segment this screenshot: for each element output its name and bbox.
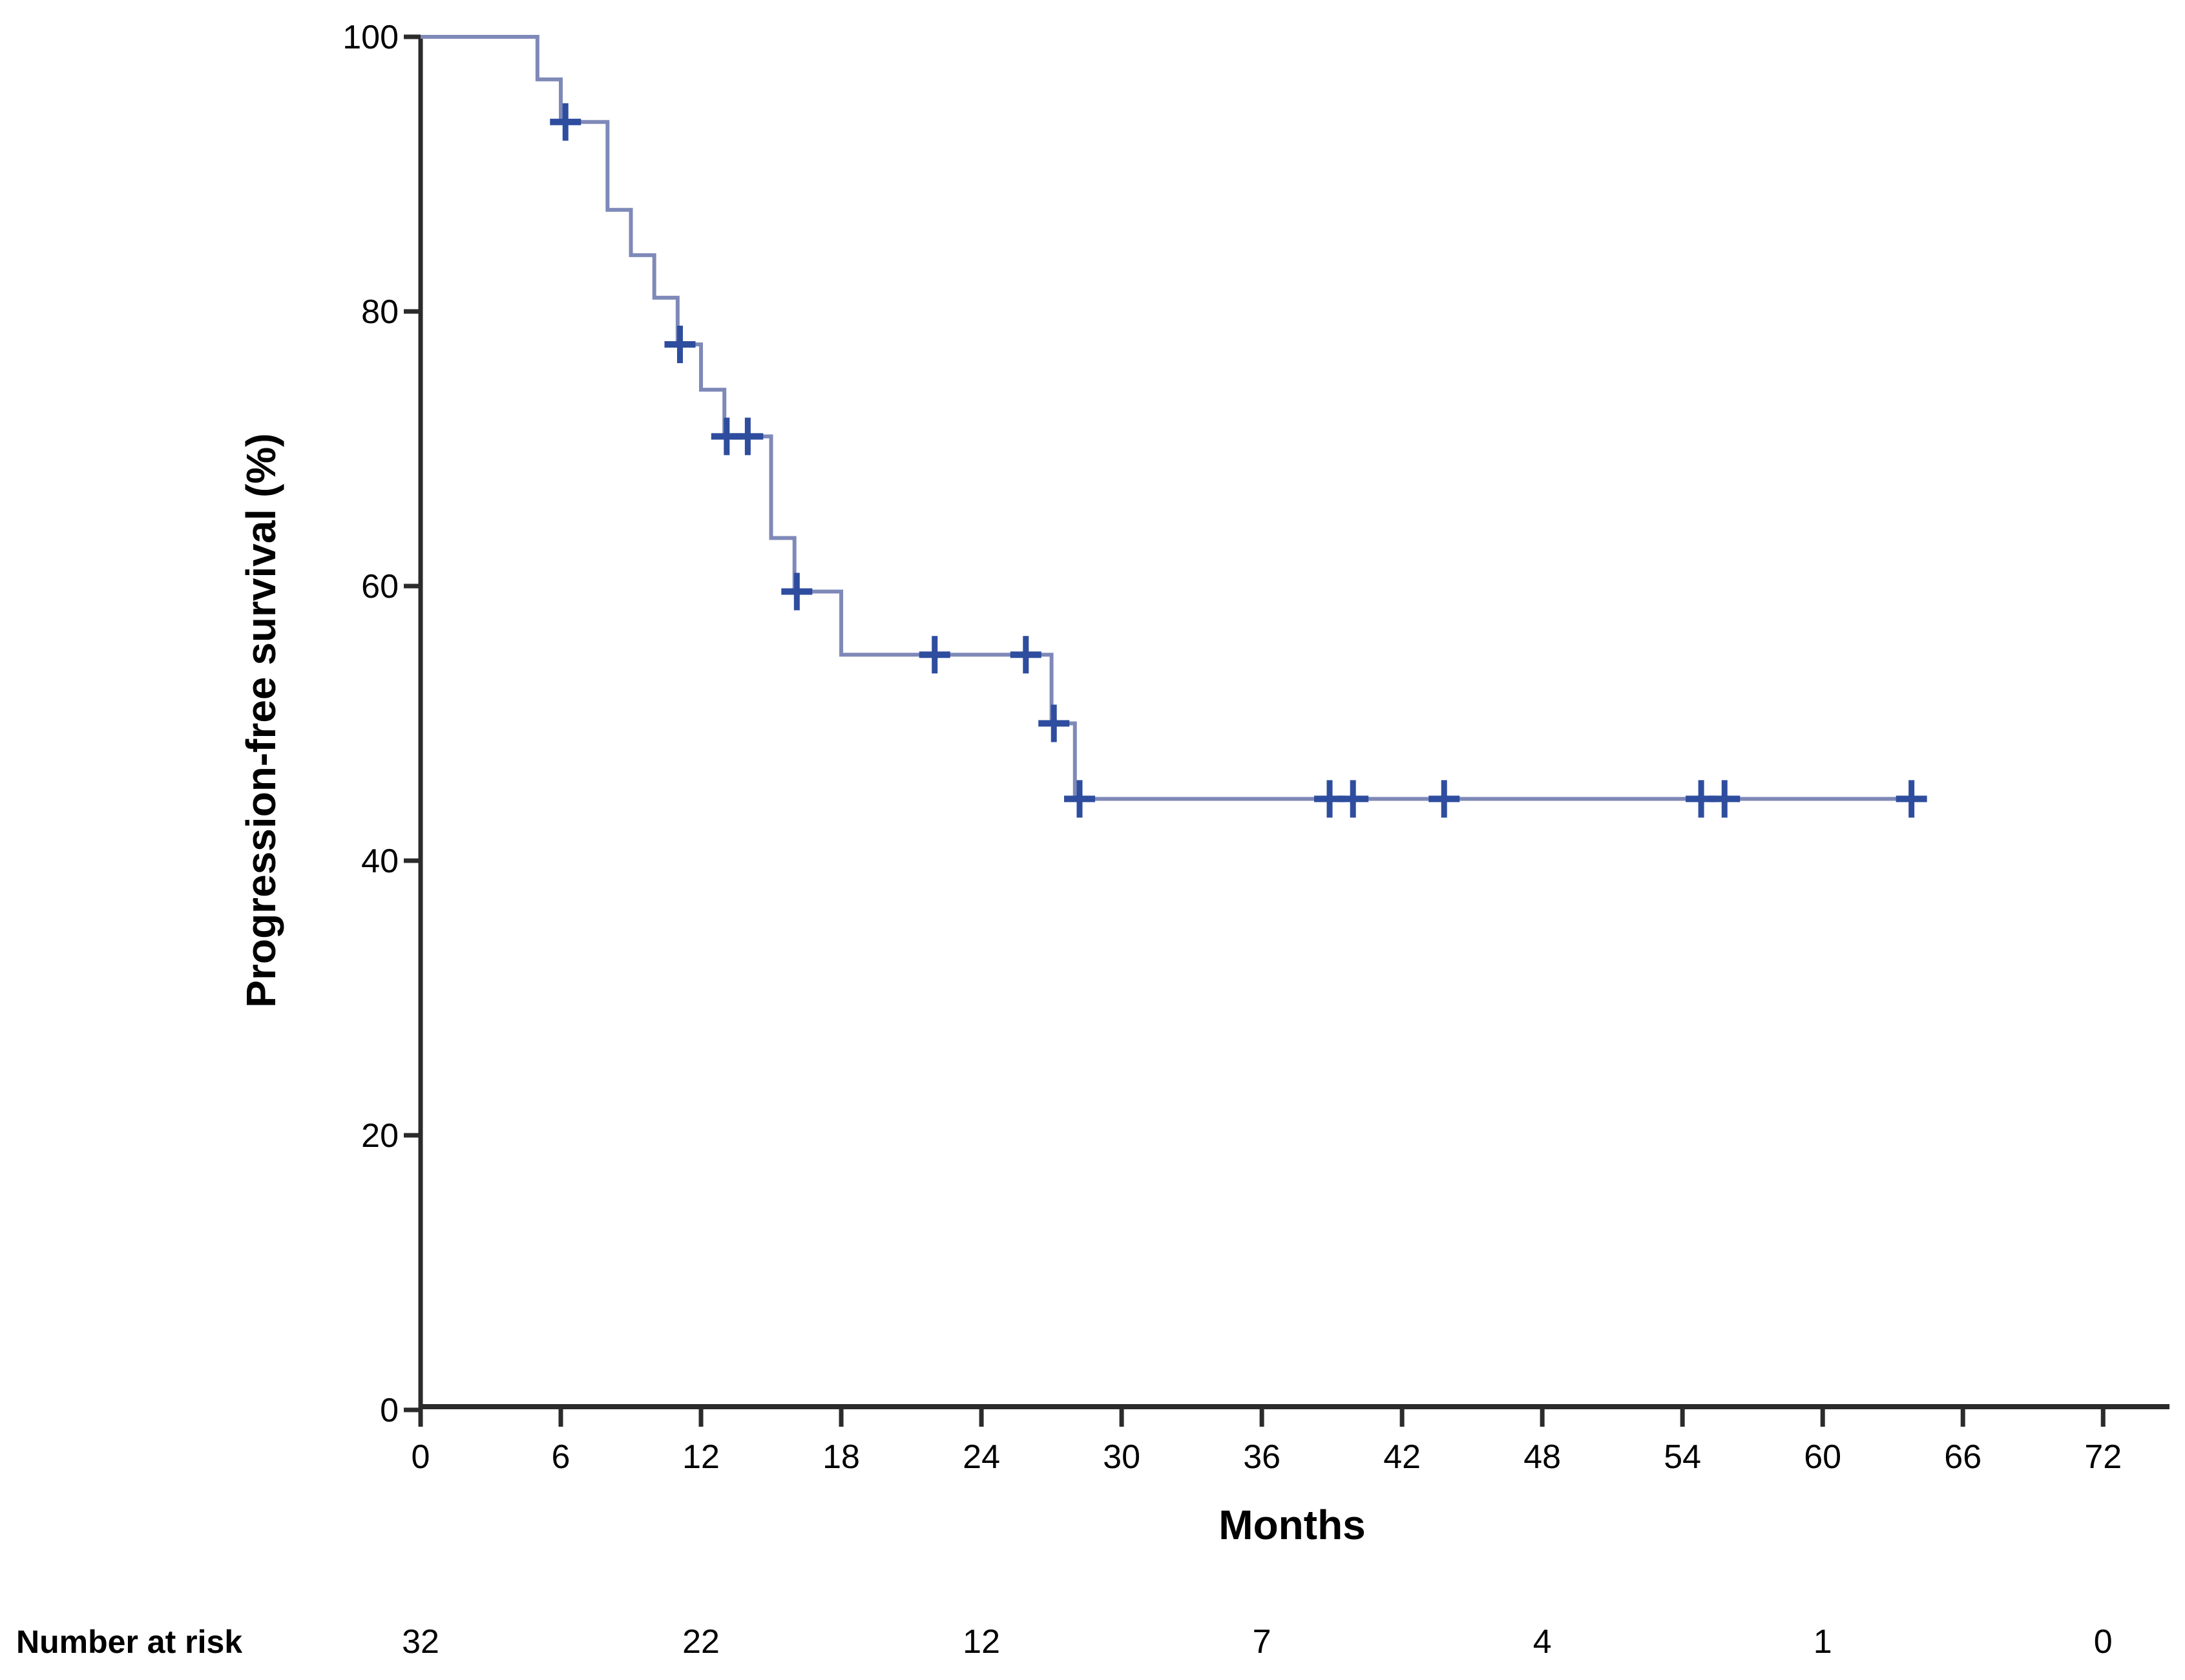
x-tick-label: 36 — [1243, 1438, 1281, 1476]
y-tick-label: 80 — [361, 293, 399, 331]
x-tick-label: 30 — [1103, 1438, 1140, 1476]
risk-value: 22 — [682, 1623, 720, 1661]
censor-plus-mark — [664, 326, 696, 363]
axis-ticks — [404, 34, 2106, 1427]
risk-value: 32 — [402, 1623, 439, 1661]
risk-value: 7 — [1253, 1623, 1271, 1661]
censor-plus-mark — [1063, 780, 1095, 818]
x-tick-label: 42 — [1383, 1438, 1421, 1476]
x-tick-label: 72 — [2084, 1438, 2122, 1476]
y-tick-label: 0 — [380, 1392, 399, 1429]
number-at-risk-label: Number at risk — [16, 1624, 242, 1660]
y-tick-label: 20 — [361, 1117, 399, 1155]
censor-plus-mark — [781, 572, 813, 611]
axes — [418, 37, 2169, 1409]
censor-marks — [550, 103, 1927, 818]
risk-value: 0 — [2094, 1623, 2113, 1661]
x-tick-label: 60 — [1804, 1438, 1841, 1476]
y-tick-label: 40 — [361, 843, 399, 880]
censor-plus-mark — [1709, 780, 1741, 818]
censor-plus-mark — [1337, 780, 1369, 818]
censor-plus-mark — [1428, 780, 1460, 818]
censor-plus-mark — [1010, 636, 1041, 674]
x-tick-label: 48 — [1523, 1438, 1561, 1476]
axis-tick-labels: 0 20 40 60 80 100 0 6 12 18 24 30 36 42 48 54 60 66 72 — [342, 19, 2122, 1476]
x-tick-label: 54 — [1664, 1438, 1701, 1476]
censor-plus-mark — [732, 417, 764, 456]
censor-plus-mark — [1038, 704, 1070, 742]
y-tick-label: 100 — [342, 19, 399, 56]
survival-curve — [421, 35, 1921, 801]
risk-value: 12 — [963, 1623, 1000, 1661]
x-tick-label: 12 — [682, 1438, 720, 1476]
x-tick-label: 6 — [552, 1438, 570, 1476]
y-tick-label: 60 — [361, 568, 399, 605]
x-tick-label: 66 — [1944, 1438, 1981, 1476]
risk-value: 4 — [1533, 1623, 1552, 1661]
x-tick-label: 0 — [412, 1438, 430, 1476]
survival-step-path — [421, 35, 1921, 801]
x-axis-title: Months — [1218, 1502, 1366, 1548]
x-tick-label: 24 — [963, 1438, 1000, 1476]
censor-plus-mark — [919, 636, 950, 674]
censor-plus-mark — [550, 103, 581, 141]
number-at-risk-row: Number at risk 32 22 12 7 4 1 0 — [16, 1623, 2113, 1661]
x-tick-label: 18 — [822, 1438, 860, 1476]
risk-value: 1 — [1814, 1623, 1832, 1661]
y-axis-title: Progression-free survival (%) — [238, 433, 284, 1007]
censor-plus-mark — [1896, 780, 1927, 818]
